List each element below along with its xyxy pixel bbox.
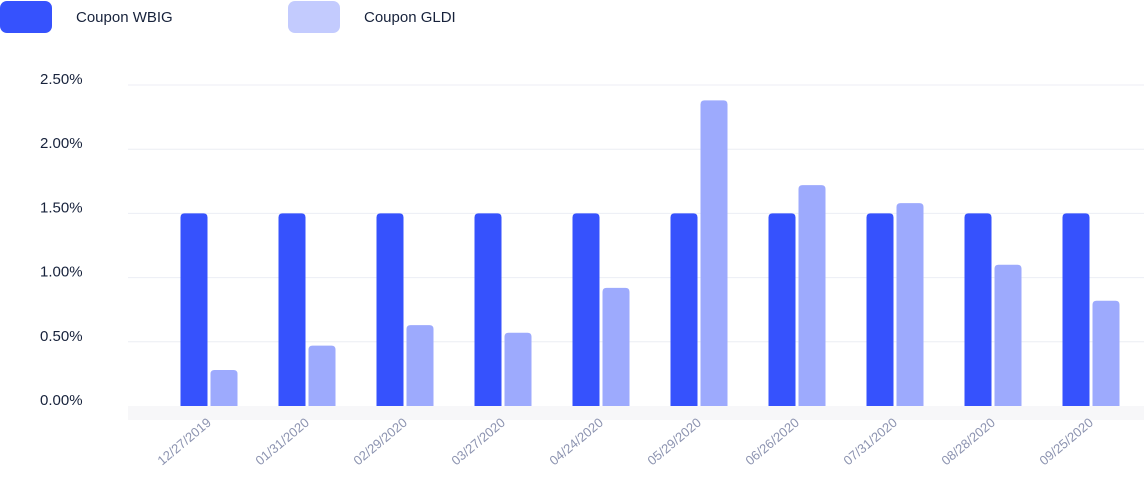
bar-layer — [180, 100, 1120, 407]
bar-coupon-gldi-7[interactable] — [896, 203, 924, 406]
legend-label-coupon-wbig: Coupon WBIG — [76, 8, 173, 26]
bar-coupon-wbig-4[interactable] — [572, 213, 600, 406]
x-tick-label: 09/25/2020 — [1036, 415, 1095, 468]
bar-coupon-gldi-1[interactable] — [308, 345, 336, 406]
bar-coupon-gldi-2[interactable] — [406, 325, 434, 406]
x-tick-label: 03/27/2020 — [448, 415, 507, 468]
bar-coupon-gldi-4[interactable] — [602, 287, 630, 406]
x-axis-labels: 12/27/2019 01/31/2020 02/29/2020 03/27/2020… — [154, 415, 1095, 468]
bar-coupon-wbig-3[interactable] — [474, 213, 502, 406]
x-tick-label: 12/27/2019 — [154, 415, 213, 468]
legend-item-coupon-wbig[interactable]: Coupon WBIG — [0, 1, 173, 33]
y-tick-label: 2.50% — [40, 71, 83, 88]
legend-item-coupon-gldi[interactable]: Coupon GLDI — [288, 1, 456, 33]
legend-swatch-coupon-gldi — [288, 1, 340, 33]
bar-coupon-gldi-6[interactable] — [798, 185, 826, 406]
y-axis-labels: 0.00% 0.50% 1.00% 1.50% 2.00% 2.50% — [40, 71, 83, 409]
bar-coupon-wbig-8[interactable] — [964, 213, 992, 406]
x-tick-label: 04/24/2020 — [546, 415, 605, 468]
bar-coupon-wbig-5[interactable] — [670, 213, 698, 406]
y-tick-label: 0.50% — [40, 328, 83, 345]
x-tick-label: 01/31/2020 — [252, 415, 311, 468]
bar-coupon-gldi-9[interactable] — [1092, 300, 1120, 406]
bar-coupon-wbig-7[interactable] — [866, 213, 894, 406]
legend-label-coupon-gldi: Coupon GLDI — [364, 8, 456, 26]
bar-coupon-gldi-5[interactable] — [700, 100, 728, 407]
bar-coupon-wbig-6[interactable] — [768, 213, 796, 406]
bar-coupon-wbig-0[interactable] — [180, 213, 208, 406]
y-tick-label: 1.50% — [40, 199, 83, 216]
x-tick-label: 02/29/2020 — [350, 415, 409, 468]
y-tick-label: 0.00% — [40, 392, 83, 409]
bar-coupon-wbig-1[interactable] — [278, 213, 306, 406]
bar-coupon-wbig-2[interactable] — [376, 213, 404, 406]
bar-coupon-wbig-9[interactable] — [1062, 213, 1090, 406]
baseline-band — [128, 406, 1144, 420]
x-tick-label: 06/26/2020 — [742, 415, 801, 468]
x-tick-label: 07/31/2020 — [840, 415, 899, 468]
x-tick-label: 05/29/2020 — [644, 415, 703, 468]
y-tick-label: 2.00% — [40, 135, 83, 152]
y-tick-label: 1.00% — [40, 264, 83, 281]
x-tick-label: 08/28/2020 — [938, 415, 997, 468]
bar-coupon-gldi-0[interactable] — [210, 370, 238, 406]
legend-swatch-coupon-wbig — [0, 1, 52, 33]
bar-coupon-gldi-8[interactable] — [994, 264, 1022, 406]
bar-coupon-gldi-3[interactable] — [504, 332, 532, 406]
